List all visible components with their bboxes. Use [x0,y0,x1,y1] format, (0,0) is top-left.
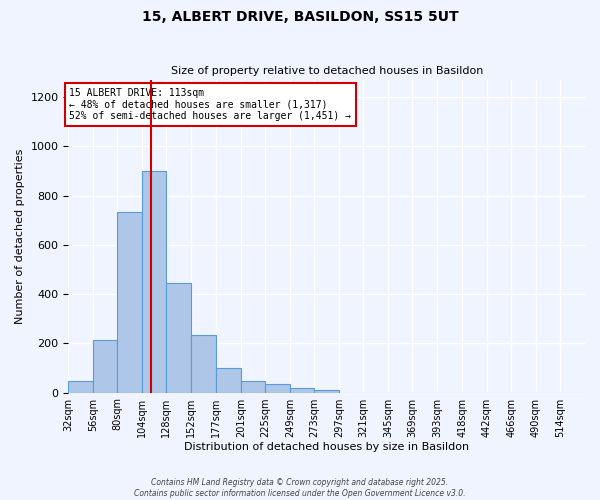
Text: Contains HM Land Registry data © Crown copyright and database right 2025.
Contai: Contains HM Land Registry data © Crown c… [134,478,466,498]
Bar [68,381,93,392]
Bar [118,212,142,392]
Bar [241,381,265,392]
Bar [191,335,217,392]
Bar [314,390,339,392]
Text: 15, ALBERT DRIVE, BASILDON, SS15 5UT: 15, ALBERT DRIVE, BASILDON, SS15 5UT [142,10,458,24]
Bar [166,282,191,393]
Y-axis label: Number of detached properties: Number of detached properties [15,148,25,324]
Bar [93,340,118,392]
Text: 15 ALBERT DRIVE: 113sqm
← 48% of detached houses are smaller (1,317)
52% of semi: 15 ALBERT DRIVE: 113sqm ← 48% of detache… [70,88,352,121]
Bar [217,368,241,392]
X-axis label: Distribution of detached houses by size in Basildon: Distribution of detached houses by size … [184,442,469,452]
Bar [142,171,166,392]
Bar [265,384,290,392]
Bar [290,388,314,392]
Title: Size of property relative to detached houses in Basildon: Size of property relative to detached ho… [170,66,483,76]
